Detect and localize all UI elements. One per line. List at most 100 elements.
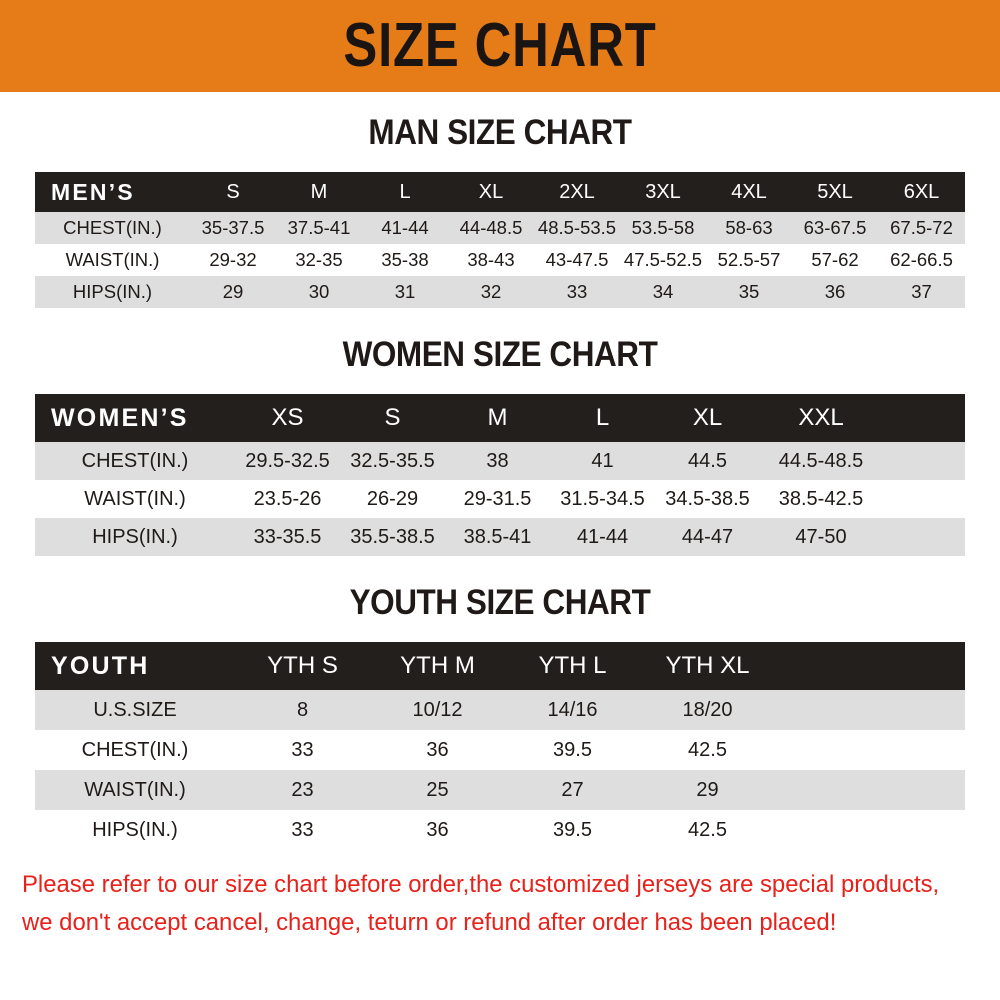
women-cell: 31.5-34.5 — [560, 487, 645, 510]
youth-cell: 39.5 — [553, 818, 592, 841]
women-row-label: CHEST(IN.) — [81, 449, 189, 472]
youth-cell: 8 — [296, 698, 309, 721]
men-cell: 32-35 — [295, 249, 343, 270]
women-cell: 23.5-26 — [253, 487, 322, 510]
youth-cell: 33 — [291, 738, 314, 761]
women-header-cell: M — [487, 404, 508, 431]
youth-cell-empty — [775, 810, 965, 850]
youth-cell: 25 — [426, 778, 449, 801]
men-cell: 67.5-72 — [890, 217, 953, 238]
men-header-cell: 5XL — [817, 180, 853, 203]
men-cell: 43-47.5 — [545, 249, 609, 270]
men-row-label: HIPS(IN.) — [72, 281, 153, 302]
youth-cell: 39.5 — [553, 738, 592, 761]
youth-header-cell: YTH L — [538, 652, 607, 679]
men-cell: 29 — [222, 281, 244, 302]
table-row: HIPS(IN.) 29 30 31 32 33 34 35 36 37 — [35, 276, 965, 308]
men-header-cell: 4XL — [731, 180, 767, 203]
women-header-row: WOMEN’S XS S M L XL XXL — [35, 394, 965, 442]
order-policy-note-line-1: Please refer to our size chart before or… — [22, 871, 940, 898]
men-cell: 47.5-52.5 — [623, 249, 703, 270]
women-cell-empty — [882, 480, 965, 518]
women-section-title: WOMEN SIZE CHART — [342, 335, 658, 374]
youth-cell: 33 — [291, 818, 314, 841]
youth-cell: 10/12 — [412, 698, 463, 721]
men-cell: 37.5-41 — [287, 217, 351, 238]
women-cell: 38.5-42.5 — [778, 487, 864, 510]
youth-cell: 29 — [696, 778, 719, 801]
youth-cell: 36 — [426, 738, 449, 761]
men-cell: 36 — [824, 281, 846, 302]
order-policy-note: Please refer to our size chart before or… — [0, 866, 1000, 942]
youth-cell: 42.5 — [688, 818, 727, 841]
women-cell: 38 — [486, 449, 509, 472]
page-banner: SIZE CHART — [0, 0, 1000, 92]
women-row-label: HIPS(IN.) — [92, 525, 178, 548]
women-cell: 26-29 — [366, 487, 419, 510]
men-header-cell: 3XL — [645, 180, 681, 203]
men-header-row: MEN’S S M L XL 2XL 3XL 4XL 5XL 6XL — [35, 172, 965, 212]
women-cell-empty — [882, 518, 965, 556]
men-header-cell: 6XL — [903, 180, 940, 203]
women-header-cell-empty — [882, 394, 965, 442]
youth-header-cell: YTH M — [400, 652, 475, 679]
men-cell: 53.5-58 — [631, 217, 695, 238]
women-header-cell: S — [384, 404, 401, 431]
women-cell: 29-31.5 — [463, 487, 532, 510]
youth-size-table: YOUTH YTH S YTH M YTH L YTH XL U.S.SIZE … — [35, 642, 965, 850]
men-table-body: MEN’S S M L XL 2XL 3XL 4XL 5XL 6XL CHEST… — [35, 172, 965, 308]
men-cell: 58-63 — [725, 217, 773, 238]
men-cell: 37 — [911, 281, 932, 302]
women-cell: 38.5-41 — [463, 525, 532, 548]
youth-header-cell-empty — [775, 642, 965, 690]
men-cell: 34 — [652, 281, 674, 302]
youth-row-label: CHEST(IN.) — [81, 738, 189, 761]
women-header-cell: L — [595, 404, 610, 431]
table-row: HIPS(IN.) 33-35.5 35.5-38.5 38.5-41 41-4… — [35, 518, 965, 556]
youth-cell: 14/16 — [547, 698, 598, 721]
women-cell: 41 — [591, 449, 614, 472]
table-row: CHEST(IN.) 33 36 39.5 42.5 — [35, 730, 965, 770]
men-cell: 30 — [308, 281, 330, 302]
table-row: U.S.SIZE 8 10/12 14/16 18/20 — [35, 690, 965, 730]
men-cell: 31 — [394, 281, 416, 302]
women-header-cell: XXL — [798, 404, 844, 431]
women-table-body: WOMEN’S XS S M L XL XXL CHEST(IN.) 29.5-… — [35, 394, 965, 556]
men-header-cell: XL — [478, 180, 504, 203]
table-row: WAIST(IN.) 23.5-26 26-29 29-31.5 31.5-34… — [35, 480, 965, 518]
youth-table-body: YOUTH YTH S YTH M YTH L YTH XL U.S.SIZE … — [35, 642, 965, 850]
youth-cell-empty — [775, 730, 965, 770]
men-cell: 29-32 — [209, 249, 257, 270]
table-row: CHEST(IN.) 35-37.5 37.5-41 41-44 44-48.5… — [35, 212, 965, 244]
youth-row-label: WAIST(IN.) — [84, 778, 186, 801]
youth-cell-empty — [775, 690, 965, 730]
youth-cell-empty — [775, 770, 965, 810]
men-cell: 62-66.5 — [890, 249, 953, 270]
men-cell: 63-67.5 — [803, 217, 867, 238]
men-section-title: MAN SIZE CHART — [368, 113, 632, 152]
men-cell: 38-43 — [467, 249, 515, 270]
men-header-cell: 2XL — [559, 180, 595, 203]
women-cell: 44.5 — [688, 449, 727, 472]
men-row-label: CHEST(IN.) — [63, 217, 162, 238]
men-header-cell: L — [399, 180, 411, 203]
men-cell: 48.5-53.5 — [537, 217, 617, 238]
women-row-label: WAIST(IN.) — [84, 487, 186, 510]
table-row: WAIST(IN.) 29-32 32-35 35-38 38-43 43-47… — [35, 244, 965, 276]
men-size-table: MEN’S S M L XL 2XL 3XL 4XL 5XL 6XL CHEST… — [35, 172, 965, 308]
table-row: WAIST(IN.) 23 25 27 29 — [35, 770, 965, 810]
women-cell-empty — [882, 442, 965, 480]
men-cell: 52.5-57 — [717, 249, 781, 270]
youth-row-label: U.S.SIZE — [93, 698, 177, 721]
women-cell: 41-44 — [576, 525, 629, 548]
men-cell: 35-37.5 — [201, 217, 265, 238]
men-cell: 41-44 — [381, 217, 429, 238]
youth-cell: 23 — [291, 778, 314, 801]
women-header-cell: XL — [692, 404, 723, 431]
men-header-cell: M — [310, 180, 328, 203]
men-cell: 57-62 — [811, 249, 859, 270]
men-header-cell: MEN’S — [51, 178, 135, 205]
women-header-cell: WOMEN’S — [51, 403, 189, 432]
table-row: HIPS(IN.) 33 36 39.5 42.5 — [35, 810, 965, 850]
